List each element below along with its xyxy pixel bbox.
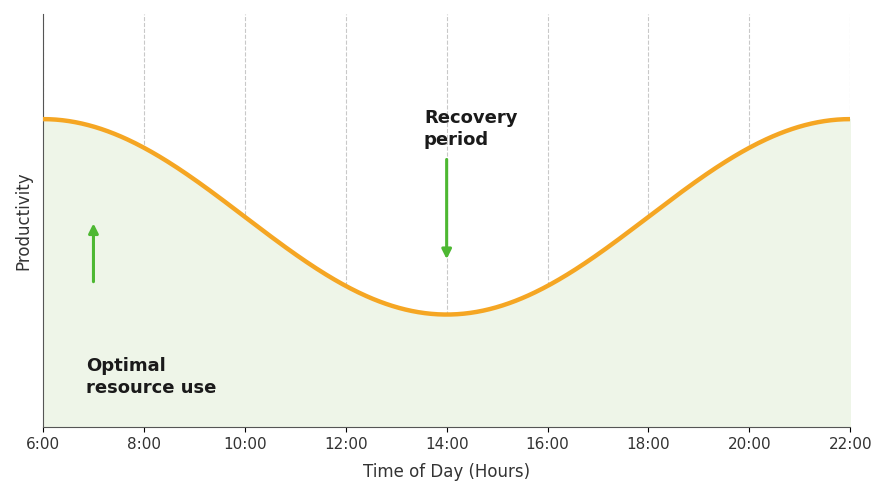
Y-axis label: Productivity: Productivity bbox=[14, 171, 32, 270]
X-axis label: Time of Day (Hours): Time of Day (Hours) bbox=[363, 463, 530, 481]
Text: Recovery
period: Recovery period bbox=[424, 109, 517, 149]
Text: Optimal
resource use: Optimal resource use bbox=[86, 357, 216, 397]
